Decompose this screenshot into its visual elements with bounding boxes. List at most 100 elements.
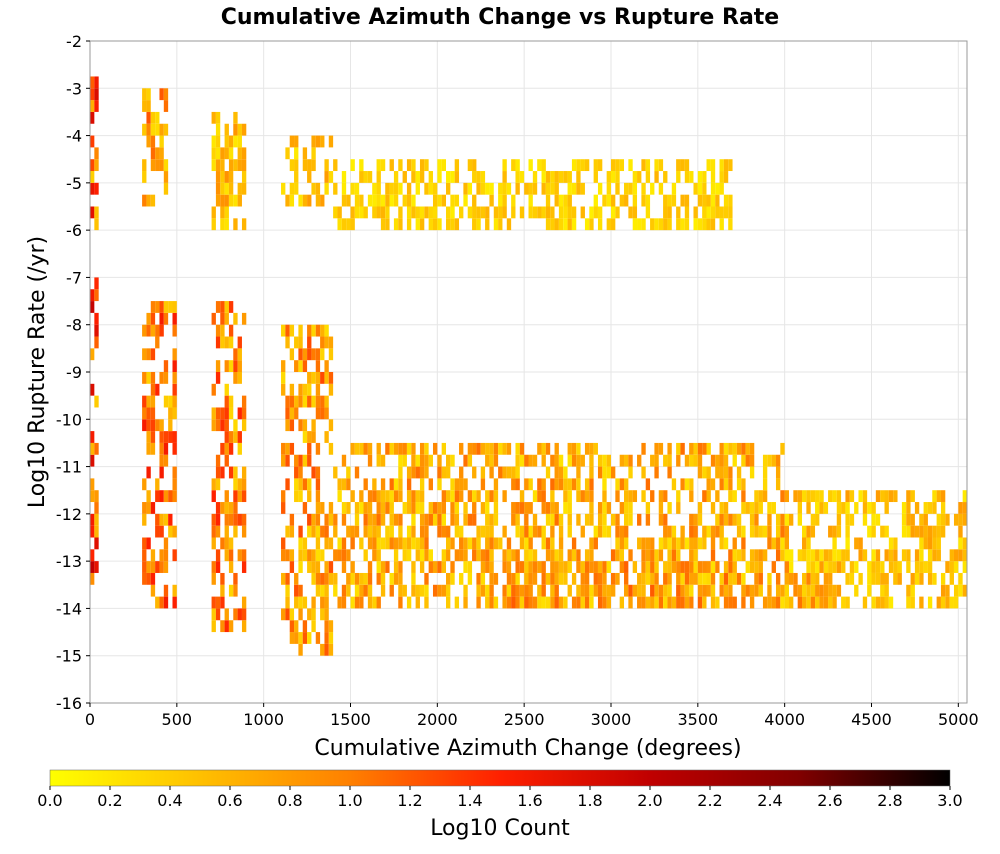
heatmap-cell (215, 147, 221, 160)
heatmap-cell (315, 490, 321, 503)
heatmap-cell (215, 159, 221, 172)
heatmap-cell (432, 561, 438, 573)
heatmap-cell (220, 171, 225, 183)
heatmap-cell (624, 478, 629, 491)
heatmap-cell (702, 572, 707, 585)
heatmap-cell (324, 336, 329, 349)
heatmap-cell (550, 478, 555, 491)
heatmap-cell (320, 372, 325, 384)
heatmap-cell (619, 478, 625, 491)
heatmap-cell (593, 525, 598, 538)
heatmap-cell (320, 336, 325, 349)
heatmap-cell (150, 572, 156, 585)
heatmap-cell (437, 454, 442, 467)
heatmap-cell (541, 502, 546, 514)
heatmap-cell (159, 490, 164, 503)
heatmap-cell (615, 206, 620, 219)
heatmap-cell (333, 572, 338, 585)
heatmap-cell (419, 537, 425, 550)
heatmap-cell (328, 135, 334, 148)
heatmap-cell (697, 537, 703, 550)
heatmap-cell (380, 218, 386, 231)
heatmap-cell (406, 466, 412, 479)
heatmap-cell (901, 549, 907, 562)
heatmap-cell (710, 206, 716, 219)
heatmap-cell (775, 466, 781, 479)
heatmap-cell (90, 454, 95, 467)
heatmap-cell (376, 525, 381, 538)
heatmap-cell (311, 324, 316, 337)
heatmap-cell (745, 442, 750, 455)
heatmap-cell (767, 525, 772, 538)
heatmap-cell (498, 466, 503, 479)
heatmap-cell (480, 502, 486, 514)
heatmap-cell (836, 525, 842, 538)
heatmap-cell (580, 584, 585, 597)
heatmap-cell (511, 596, 516, 609)
heatmap-cell (615, 537, 620, 550)
heatmap-cell (389, 478, 394, 491)
heatmap-cell (307, 194, 312, 207)
heatmap-cell (463, 194, 468, 207)
heatmap-cell (233, 360, 238, 372)
heatmap-cell (706, 206, 711, 219)
heatmap-cell (311, 608, 316, 621)
colorbar-tick-label: 2.4 (757, 791, 782, 810)
heatmap-cell (324, 159, 329, 172)
heatmap-cell (302, 360, 308, 372)
heatmap-cell (393, 549, 399, 562)
heatmap-cell (532, 561, 538, 573)
heatmap-cell (328, 643, 334, 656)
heatmap-cell (784, 549, 789, 562)
heatmap-cell (797, 490, 803, 503)
heatmap-cell (211, 159, 216, 172)
heatmap-cell (159, 135, 164, 148)
heatmap-cell (637, 218, 642, 231)
heatmap-cell (320, 135, 325, 148)
heatmap-cell (155, 596, 160, 609)
heatmap-cell (767, 584, 772, 597)
heatmap-cell (719, 525, 724, 538)
heatmap-cell (211, 478, 216, 491)
heatmap-cell (506, 466, 512, 479)
heatmap-cell (671, 194, 677, 207)
heatmap-cell (849, 490, 855, 503)
heatmap-cell (146, 490, 151, 503)
heatmap-cell (146, 324, 151, 337)
heatmap-cell (476, 537, 481, 550)
heatmap-cell (228, 301, 234, 313)
heatmap-cell (459, 466, 464, 479)
heatmap-cell (233, 419, 238, 432)
x-tick-label: 2000 (417, 710, 458, 729)
heatmap-cell (962, 561, 967, 573)
heatmap-cell (411, 490, 416, 503)
heatmap-cell (545, 596, 551, 609)
heatmap-cell (346, 549, 351, 562)
heatmap-cell (90, 490, 95, 503)
heatmap-cell (949, 596, 954, 609)
heatmap-cell (775, 525, 781, 538)
heatmap-cell (298, 643, 303, 656)
heatmap-cell (628, 596, 633, 609)
heatmap-cell (359, 537, 364, 550)
heatmap-cell (645, 478, 651, 491)
heatmap-cell (215, 360, 221, 372)
heatmap-cell (376, 513, 381, 526)
heatmap-cell (875, 572, 881, 585)
heatmap-cell (380, 454, 386, 467)
heatmap-cell (597, 466, 603, 479)
heatmap-cell (307, 454, 312, 467)
heatmap-cell (415, 182, 420, 195)
heatmap-cell (233, 312, 238, 325)
heatmap-cell (489, 182, 494, 195)
heatmap-cell (532, 549, 538, 562)
heatmap-cell (875, 513, 881, 526)
heatmap-cell (528, 561, 533, 573)
heatmap-cell (380, 206, 386, 219)
heatmap-cell (689, 454, 694, 467)
heatmap-cell (463, 596, 468, 609)
heatmap-cell (215, 419, 221, 432)
heatmap-cell (680, 442, 685, 455)
heatmap-cell (667, 572, 672, 585)
heatmap-cell (463, 549, 468, 562)
